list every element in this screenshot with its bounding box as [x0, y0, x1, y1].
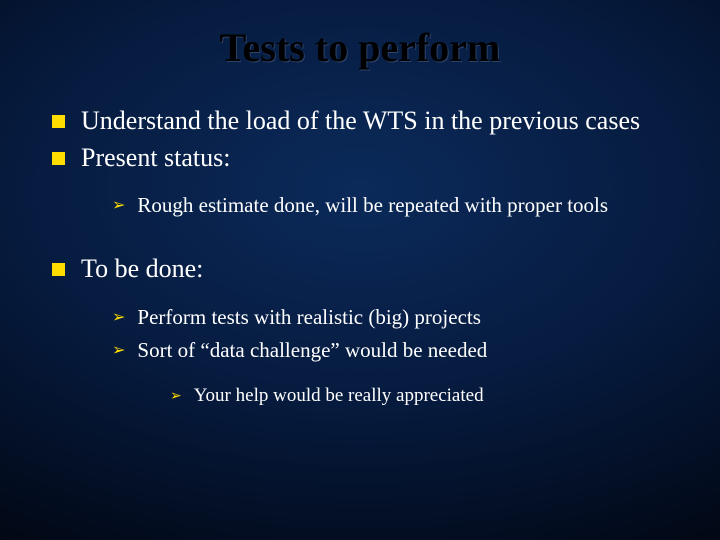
spacer — [30, 290, 690, 298]
square-bullet-icon — [52, 263, 65, 276]
bullet-lvl2: ➢ Sort of “data challenge” would be need… — [112, 337, 690, 364]
arrow-bullet-icon: ➢ — [112, 308, 125, 329]
spacer — [30, 370, 690, 378]
spacer — [30, 225, 690, 249]
bullet-lvl2: ➢ Perform tests with realistic (big) pro… — [112, 304, 690, 331]
bullet-text: Your help would be really appreciated — [194, 384, 484, 409]
bullet-text: Present status: — [81, 142, 231, 175]
bullet-lvl1: To be done: — [52, 253, 690, 286]
slide: Tests to perform Understand the load of … — [0, 0, 720, 540]
bullet-text: Sort of “data challenge” would be needed — [137, 337, 487, 364]
square-bullet-icon — [52, 115, 65, 128]
bullet-text: Rough estimate done, will be repeated wi… — [137, 192, 608, 219]
bullet-lvl1: Present status: — [52, 142, 690, 175]
bullet-lvl1: Understand the load of the WTS in the pr… — [52, 105, 690, 138]
bullet-text: Perform tests with realistic (big) proje… — [137, 304, 481, 331]
square-bullet-icon — [52, 152, 65, 165]
arrow-bullet-icon: ➢ — [112, 341, 125, 362]
bullet-text: To be done: — [81, 253, 203, 286]
bullet-text: Understand the load of the WTS in the pr… — [81, 105, 640, 138]
bullet-lvl2: ➢ Rough estimate done, will be repeated … — [112, 192, 690, 219]
arrow-bullet-icon: ➢ — [170, 388, 182, 406]
slide-title: Tests to perform — [30, 24, 690, 71]
arrow-bullet-icon: ➢ — [112, 196, 125, 217]
spacer — [30, 178, 690, 186]
bullet-lvl3: ➢ Your help would be really appreciated — [170, 384, 690, 409]
